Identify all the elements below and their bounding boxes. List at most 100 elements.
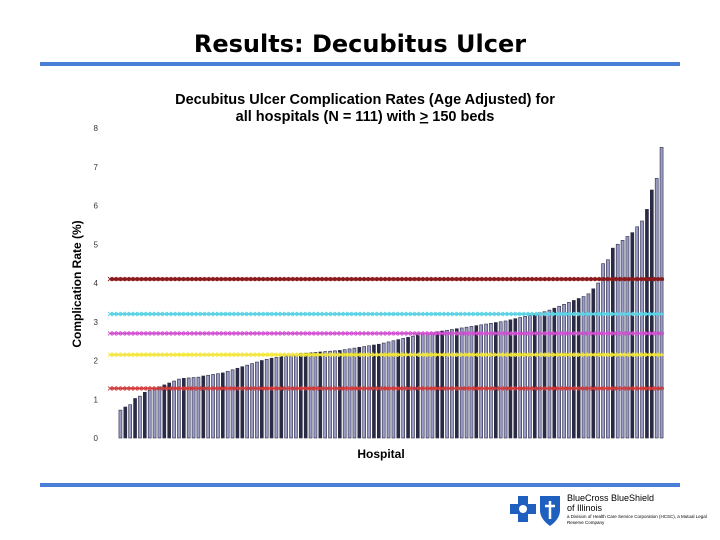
bar (333, 350, 337, 439)
bar (284, 355, 288, 439)
bar (591, 288, 596, 439)
bar (450, 329, 454, 439)
x-axis-label: Hospital (357, 447, 404, 461)
blue-shield-icon (540, 496, 560, 526)
bar (484, 323, 488, 439)
bar (547, 309, 552, 439)
reference-line (107, 386, 664, 391)
bar (508, 319, 513, 439)
bar (240, 366, 245, 439)
bar (381, 342, 386, 439)
bar (352, 347, 357, 439)
y-tick-label: 4 (94, 279, 99, 288)
bar (206, 374, 210, 439)
bar (503, 320, 508, 439)
bar (498, 321, 503, 439)
bar (659, 147, 664, 439)
bar (615, 243, 620, 439)
slide-title: Results: Decubitus Ulcer (193, 30, 527, 58)
bar (523, 316, 527, 439)
bottom-rule (40, 483, 680, 487)
bar (601, 263, 605, 439)
bar (454, 328, 459, 439)
bar (225, 371, 230, 439)
bar (489, 322, 493, 439)
bar (625, 236, 630, 439)
bar (469, 326, 474, 439)
bar (191, 377, 196, 439)
chart-title-prefix: all hospitals (N = 111) with (236, 109, 420, 125)
bar (459, 327, 464, 439)
bar (493, 322, 498, 439)
bar (308, 352, 313, 439)
bar (172, 380, 176, 439)
bar (576, 298, 581, 439)
bar (445, 329, 449, 439)
brand-block: BlueCross BlueShield of Illinois a Divis… (567, 493, 707, 525)
chart-title-ge: > (420, 109, 428, 125)
bar (562, 304, 566, 439)
bar (133, 398, 137, 439)
bar (269, 357, 274, 439)
bar (216, 373, 220, 439)
decubitus-chart: Decubitus Ulcer Complication Rates (Age … (70, 92, 664, 461)
bar (435, 331, 440, 439)
bar (606, 259, 610, 439)
bar (571, 300, 576, 439)
bar (298, 353, 303, 439)
y-tick-label: 3 (94, 318, 99, 327)
brand-name-line1: BlueCross BlueShield (567, 493, 655, 503)
bar (162, 384, 167, 439)
top-rule (40, 62, 680, 66)
reference-line (107, 311, 664, 317)
y-tick-label: 2 (94, 357, 99, 366)
bar (221, 372, 225, 439)
bar (513, 318, 518, 439)
bar (274, 357, 279, 439)
y-tick-label: 5 (94, 240, 99, 249)
bar (586, 293, 591, 439)
y-tick-label: 7 (94, 163, 99, 172)
bar (440, 330, 444, 439)
y-tick-label: 0 (94, 434, 99, 443)
bar (367, 345, 371, 439)
reference-line (107, 331, 664, 336)
reference-line (107, 352, 664, 358)
bar (128, 404, 132, 439)
bar (177, 378, 181, 439)
bar (640, 220, 644, 439)
bar (196, 376, 201, 439)
bar (328, 350, 332, 439)
bar (201, 375, 206, 439)
bar (245, 364, 249, 439)
bar (182, 378, 186, 439)
y-axis-label: Complication Rate (%) (70, 220, 84, 347)
blue-cross-icon (510, 496, 536, 522)
bar (357, 347, 362, 439)
bar (313, 352, 318, 439)
bar (303, 352, 308, 439)
brand-subtitle: a Division of Health Care Service Corpor… (567, 514, 707, 525)
y-tick-label: 6 (94, 202, 99, 211)
bar (528, 314, 532, 439)
bar (474, 325, 479, 439)
bar (542, 311, 547, 439)
bar (147, 390, 152, 439)
bar (596, 282, 600, 439)
bar (479, 324, 483, 439)
bar (211, 374, 215, 439)
bar (323, 351, 327, 439)
bar (318, 351, 323, 439)
bar (186, 377, 191, 439)
chart-title-line2: all hospitals (N = 111) with > 150 beds (236, 109, 495, 125)
bar (337, 350, 342, 439)
bar (347, 348, 352, 439)
bar (230, 369, 235, 439)
bar (255, 361, 259, 439)
bar (342, 349, 347, 439)
bar (157, 386, 162, 439)
bar (552, 307, 557, 439)
bar (152, 388, 157, 439)
bar (645, 209, 649, 439)
bar (376, 343, 381, 439)
